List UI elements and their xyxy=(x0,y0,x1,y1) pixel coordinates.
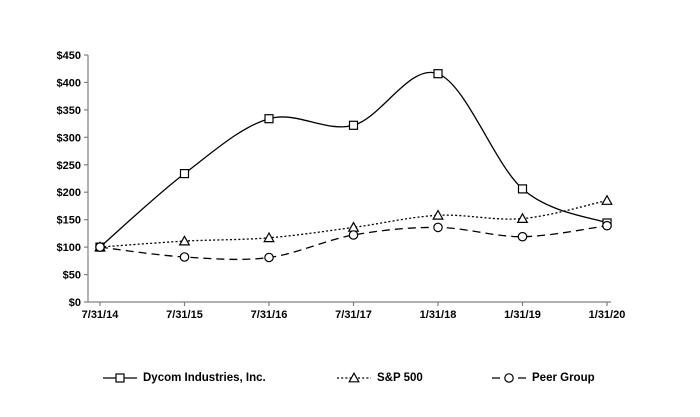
x-tick-label: 7/31/14 xyxy=(82,309,120,321)
series-line-dycom-industries-inc xyxy=(99,71,608,248)
legend-line-triangle-icon xyxy=(337,372,371,383)
legend-line-circle-icon xyxy=(492,373,526,383)
y-tick-label: $400 xyxy=(57,77,81,89)
series-marker-peer-group xyxy=(179,252,190,262)
x-tick-label: 7/31/16 xyxy=(251,309,288,321)
y-tick-label: $0 xyxy=(69,297,81,309)
legend-label-sp500: S&P 500 xyxy=(377,372,423,384)
x-tick-label: 1/31/18 xyxy=(420,309,457,321)
y-tick-label: $50 xyxy=(63,270,81,282)
x-tick-label: 7/31/15 xyxy=(166,309,203,321)
series-marker-dycom-industries-inc xyxy=(517,184,528,194)
legend-label-peer-group: Peer Group xyxy=(532,372,595,384)
y-tick-label: $150 xyxy=(57,215,81,227)
legend-line-square-icon xyxy=(103,373,137,383)
series-marker-s-p-500 xyxy=(601,194,613,205)
series-marker-dycom-industries-inc xyxy=(348,120,359,130)
series-marker-s-p-500 xyxy=(178,235,191,246)
legend-marker-square xyxy=(115,373,125,383)
legend-item-sp500: S&P 500 xyxy=(336,369,423,387)
series-marker-peer-group xyxy=(264,252,274,263)
series-marker-dycom-industries-inc xyxy=(433,69,443,79)
y-tick-label: $250 xyxy=(57,160,81,172)
y-tick-label: $300 xyxy=(57,132,81,144)
series-marker-dycom-industries-inc xyxy=(179,169,190,179)
series-marker-peer-group xyxy=(433,222,443,233)
chart-plot-area: $0 $50 $100 $150 $200 $250 $300 $350 $400 $450 7/3… xyxy=(57,50,626,321)
series-marker-dycom-industries-inc xyxy=(264,114,274,124)
x-tick-label: 7/31/17 xyxy=(335,309,372,321)
legend-marker-triangle xyxy=(348,372,360,383)
legend-item-peer-group: Peer Group xyxy=(491,369,595,387)
legend-item-dycom: Dycom Industries, Inc. xyxy=(102,369,266,387)
x-tick-label: 1/31/19 xyxy=(504,309,541,321)
series-marker-peer-group xyxy=(348,230,359,240)
series-marker-peer-group xyxy=(602,220,612,231)
chart-legend: Dycom Industries, Inc. S&P 500 Peer Grou… xyxy=(0,369,700,387)
y-tick-label: $200 xyxy=(57,187,81,199)
series-marker-peer-group xyxy=(95,242,105,252)
series-marker-s-p-500 xyxy=(432,209,444,220)
series-marker-s-p-500 xyxy=(516,212,529,223)
legend-label-dycom: Dycom Industries, Inc. xyxy=(143,372,266,384)
legend-marker-circle xyxy=(504,373,514,383)
series-marker-s-p-500 xyxy=(263,231,275,243)
y-tick-label: $350 xyxy=(57,105,81,117)
y-tick-label: $100 xyxy=(57,242,81,254)
y-tick-label: $450 xyxy=(57,50,81,62)
x-tick-label: 1/31/20 xyxy=(589,309,626,321)
series-marker-peer-group xyxy=(517,231,528,242)
